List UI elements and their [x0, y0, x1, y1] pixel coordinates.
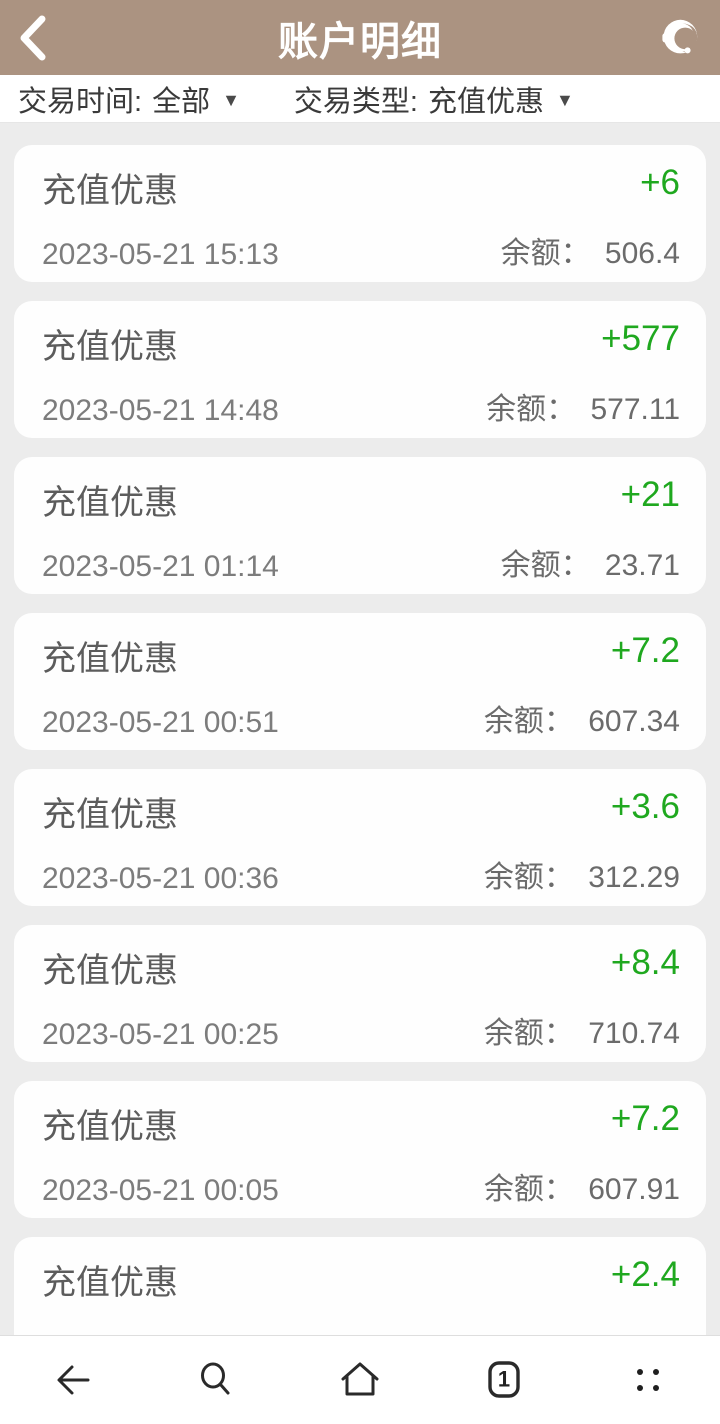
transaction-card[interactable]: 充值优惠 +577 2023-05-21 14:48 余额： 577.11 — [14, 301, 706, 438]
transaction-card[interactable]: 充值优惠 +6 2023-05-21 15:13 余额： 506.4 — [14, 145, 706, 282]
transaction-balance — [674, 1320, 680, 1335]
page-title: 账户明细 — [278, 19, 442, 64]
transaction-type: 充值优惠 — [42, 328, 178, 366]
tab-count-icon: 1 — [482, 1358, 526, 1402]
transaction-type: 充值优惠 — [42, 796, 178, 834]
transaction-card[interactable]: 充值优惠 +3.6 2023-05-21 00:36 余额： 312.29 — [14, 769, 706, 906]
transaction-datetime: 2023-05-21 00:05 — [42, 1174, 279, 1207]
chevron-down-icon: ▼ — [555, 90, 574, 110]
transaction-datetime: 2023-05-21 00:36 — [42, 862, 279, 895]
home-icon — [341, 1362, 379, 1396]
transaction-type: 充值优惠 — [42, 952, 178, 990]
chevron-down-icon: ▼ — [222, 90, 240, 110]
nav-back-button[interactable] — [0, 1336, 144, 1424]
transaction-datetime: 2023-05-21 00:25 — [42, 1018, 279, 1051]
transaction-type: 充值优惠 — [42, 640, 178, 678]
filter-transaction-time[interactable]: 交易时间: 全部 ▼ — [18, 78, 240, 120]
browser-nav-bar: 1 — [0, 1335, 720, 1424]
nav-menu-button[interactable] — [576, 1336, 720, 1424]
transaction-balance: 余额： 577.11 — [486, 384, 680, 428]
customer-service-button[interactable] — [648, 10, 704, 66]
back-chevron-icon — [20, 15, 46, 60]
nav-tabs-button[interactable]: 1 — [432, 1336, 576, 1424]
balance-label: 余额： — [483, 1017, 574, 1050]
transaction-amount: +21 — [620, 475, 680, 514]
balance-label: 余额： — [483, 705, 574, 738]
balance-label: 余额： — [486, 393, 577, 426]
balance-value: 607.91 — [588, 1173, 680, 1206]
transaction-list: 充值优惠 +6 2023-05-21 15:13 余额： 506.4 充值优惠 … — [0, 123, 720, 1335]
transaction-type: 充值优惠 — [42, 1108, 178, 1146]
transaction-amount: +2.4 — [610, 1255, 680, 1294]
transaction-balance: 余额： 607.34 — [484, 696, 680, 740]
balance-value: 607.34 — [588, 705, 680, 738]
filter-time-value: 全部 — [152, 85, 211, 118]
balance-value: 506.4 — [604, 237, 680, 270]
transaction-amount: +7.2 — [610, 631, 680, 670]
transaction-datetime: 2023-05-21 15:13 — [42, 238, 279, 271]
transaction-card[interactable]: 充值优惠 +21 2023-05-21 01:14 余额： 23.71 — [14, 457, 706, 594]
search-icon — [201, 1362, 230, 1395]
transaction-card[interactable]: 充值优惠 +2.4 — [14, 1237, 706, 1335]
transaction-balance: 余额： 312.29 — [484, 852, 680, 896]
filter-type-label: 交易类型: — [293, 85, 418, 118]
filter-type-value: 充值优惠 — [427, 85, 544, 118]
transaction-card[interactable]: 充值优惠 +7.2 2023-05-21 00:51 余额： 607.34 — [14, 613, 706, 750]
transaction-datetime: 2023-05-21 01:14 — [42, 550, 279, 583]
balance-value: 312.29 — [588, 861, 680, 894]
nav-search-button[interactable] — [144, 1336, 288, 1424]
filter-transaction-type[interactable]: 交易类型: 充值优惠 ▼ — [294, 78, 574, 120]
transaction-type: 充值优惠 — [42, 1264, 178, 1302]
back-button[interactable] — [16, 10, 72, 66]
transaction-type: 充值优惠 — [42, 484, 178, 522]
transaction-amount: +7.2 — [610, 1099, 680, 1138]
transaction-amount: +6 — [640, 163, 680, 202]
nav-home-button[interactable] — [288, 1336, 432, 1424]
transaction-balance: 余额： 607.91 — [484, 1164, 680, 1208]
balance-label: 余额： — [483, 861, 574, 894]
tab-count: 1 — [497, 1366, 511, 1392]
transaction-amount: +3.6 — [610, 787, 680, 826]
balance-label: 余额： — [483, 1173, 574, 1206]
transaction-amount: +8.4 — [610, 943, 680, 982]
transaction-card[interactable]: 充值优惠 +7.2 2023-05-21 00:05 余额： 607.91 — [14, 1081, 706, 1218]
balance-value: 23.71 — [604, 549, 680, 582]
filter-bar: 交易时间: 全部 ▼ 交易类型: 充值优惠 ▼ — [0, 75, 720, 123]
transaction-amount: +577 — [601, 319, 680, 358]
balance-value: 577.11 — [590, 393, 680, 426]
transaction-datetime: 2023-05-21 14:48 — [42, 394, 279, 427]
transaction-card[interactable]: 充值优惠 +8.4 2023-05-21 00:25 余额： 710.74 — [14, 925, 706, 1062]
customer-service-icon — [662, 19, 698, 53]
transaction-datetime: 2023-05-21 00:51 — [42, 706, 279, 739]
transaction-balance: 余额： 710.74 — [484, 1008, 680, 1052]
transaction-type: 充值优惠 — [42, 172, 178, 210]
balance-value: 710.74 — [588, 1017, 680, 1050]
transaction-balance: 余额： 506.4 — [501, 228, 680, 272]
menu-dots-icon — [637, 1369, 659, 1391]
filter-time-label: 交易时间: — [18, 85, 143, 118]
balance-label: 余额： — [500, 237, 591, 270]
transaction-balance: 余额： 23.71 — [501, 540, 680, 584]
back-arrow-icon — [57, 1365, 90, 1395]
balance-label: 余额： — [500, 549, 591, 582]
header: 账户明细 — [0, 0, 720, 75]
